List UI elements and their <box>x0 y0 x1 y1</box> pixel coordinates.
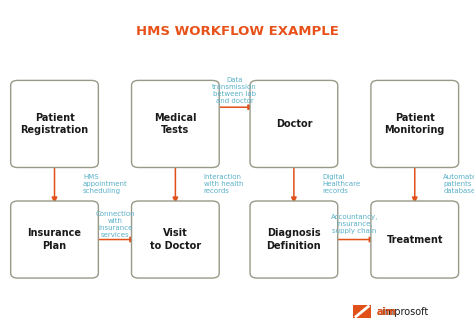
Text: Interaction
with health
records: Interaction with health records <box>204 174 243 194</box>
Text: Connection
with
insurance
services: Connection with insurance services <box>95 211 135 238</box>
FancyBboxPatch shape <box>353 305 371 318</box>
Text: Accountancy,
insurance,
supply chain: Accountancy, insurance, supply chain <box>331 214 378 234</box>
FancyBboxPatch shape <box>131 201 219 278</box>
Text: Patient
Registration: Patient Registration <box>20 113 89 135</box>
Text: HMS WORKFLOW EXAMPLE: HMS WORKFLOW EXAMPLE <box>136 25 338 38</box>
FancyBboxPatch shape <box>11 80 99 168</box>
Text: HMS
appointment
scheduling: HMS appointment scheduling <box>83 174 128 194</box>
FancyBboxPatch shape <box>371 201 459 278</box>
Text: Medical
Tests: Medical Tests <box>154 113 197 135</box>
FancyBboxPatch shape <box>11 201 99 278</box>
Text: Insurance
Plan: Insurance Plan <box>27 228 82 251</box>
Text: Digital
Healthcare
records: Digital Healthcare records <box>322 174 360 194</box>
Text: Patient
Monitoring: Patient Monitoring <box>384 113 445 135</box>
Text: Treatment: Treatment <box>386 234 443 245</box>
Text: Automated
patients
database: Automated patients database <box>443 174 474 194</box>
FancyBboxPatch shape <box>131 80 219 168</box>
Text: aim: aim <box>377 307 397 317</box>
Text: Diagnosis
Definition: Diagnosis Definition <box>266 228 321 251</box>
FancyBboxPatch shape <box>371 80 459 168</box>
Text: Data
transmission
between lab
and doctor: Data transmission between lab and doctor <box>212 77 257 104</box>
FancyBboxPatch shape <box>250 201 337 278</box>
FancyBboxPatch shape <box>250 80 337 168</box>
Text: aimprosoft: aimprosoft <box>377 307 429 317</box>
Text: Visit
to Doctor: Visit to Doctor <box>150 228 201 251</box>
Text: Doctor: Doctor <box>275 119 312 129</box>
